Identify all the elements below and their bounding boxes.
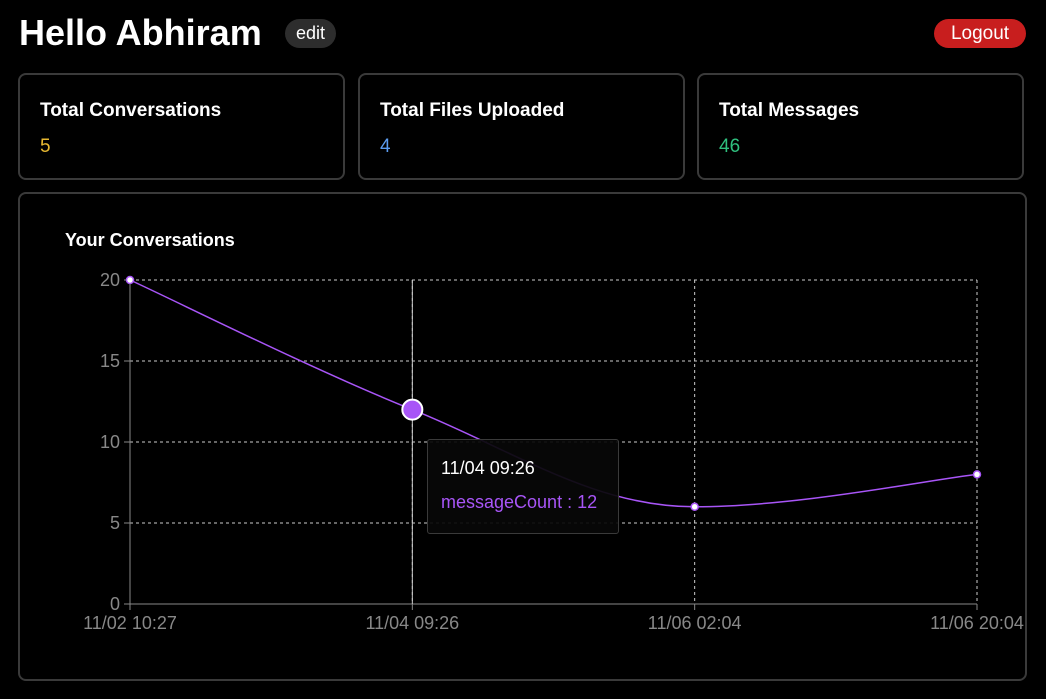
stat-title: Total Files Uploaded	[380, 100, 565, 121]
chart-title: Your Conversations	[65, 230, 235, 250]
active-data-point	[401, 398, 424, 421]
conversations-chart[interactable]: 0 5 10 15 20 11/02 10:27 11/04 09:26 11/06 02:0…	[20, 194, 1025, 679]
conversations-chart-card: Your Conversations 0 5 10 15 20 11/02 10:27 11…	[18, 192, 1027, 681]
data-point	[125, 275, 135, 285]
y-tick-label: 10	[100, 432, 120, 452]
stat-value: 5	[40, 136, 51, 157]
stat-card-files: Total Files Uploaded 4	[358, 73, 685, 180]
tooltip-value: messageCount : 12	[441, 492, 598, 512]
stat-card-messages: Total Messages 46	[697, 73, 1024, 180]
tooltip-label: 11/04 09:26	[441, 458, 535, 478]
edit-button[interactable]: edit	[285, 19, 337, 48]
stat-value: 4	[380, 136, 391, 157]
stat-card-conversations: Total Conversations 5	[18, 73, 345, 180]
x-tick-label: 11/06 20:04	[930, 613, 1024, 633]
logout-button[interactable]: Logout	[934, 19, 1026, 48]
header: Hello Abhiram edit Logout	[0, 0, 1046, 70]
data-point	[972, 470, 982, 479]
y-tick-label: 0	[110, 594, 120, 614]
y-tick-label: 15	[100, 351, 120, 371]
data-point	[690, 502, 699, 512]
chart-tooltip: 11/04 09:26 messageCount : 12	[427, 439, 619, 534]
stat-value: 46	[719, 136, 741, 157]
stat-title: Total Messages	[719, 100, 860, 121]
x-tick-label: 11/06 02:04	[648, 613, 742, 633]
greeting-title: Hello Abhiram	[19, 12, 262, 53]
y-tick-label: 20	[100, 270, 120, 290]
stat-title: Total Conversations	[40, 100, 222, 121]
x-tick-label: 11/02 10:27	[83, 613, 177, 633]
x-tick-label: 11/04 09:26	[365, 613, 459, 633]
y-tick-label: 5	[110, 513, 120, 533]
